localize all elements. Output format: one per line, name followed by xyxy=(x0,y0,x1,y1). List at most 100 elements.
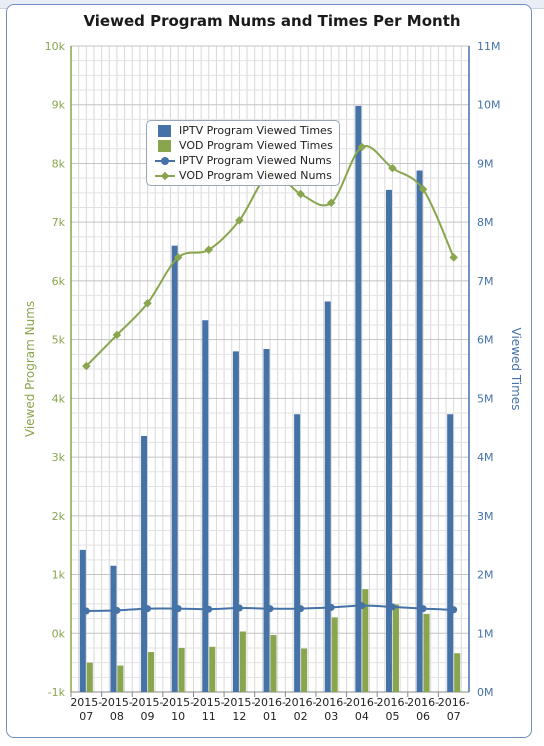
left-tick-label: 8k xyxy=(52,157,66,170)
bar-vod-times xyxy=(148,652,155,692)
x-tick-label: 08 xyxy=(110,710,124,723)
bar-iptv-times xyxy=(79,549,86,692)
x-tick-label: 2015- xyxy=(162,696,194,709)
bar-iptv-times xyxy=(263,349,270,692)
x-tick-label: 2015- xyxy=(132,696,164,709)
left-tick-label: -1k xyxy=(48,686,66,699)
x-tick-label: 2016- xyxy=(438,696,470,709)
x-tick-label: 07 xyxy=(447,710,461,723)
bar-iptv-times xyxy=(232,351,239,692)
point-iptv-nums xyxy=(113,606,121,614)
bar-vod-times xyxy=(209,646,216,692)
x-tick-label: 2016- xyxy=(315,696,347,709)
point-vod-nums xyxy=(143,298,152,308)
left-tick-label: 6k xyxy=(52,275,66,288)
right-tick-label: 9M xyxy=(477,157,494,170)
right-tick-label: 11M xyxy=(477,40,501,53)
x-tick-label: 2016- xyxy=(346,696,378,709)
x-tick-label: 2015- xyxy=(70,696,102,709)
point-iptv-nums xyxy=(174,605,182,613)
legend-label: IPTV Program Viewed Times xyxy=(179,124,333,137)
x-tick-label: 2016- xyxy=(376,696,408,709)
x-tick-label: 2016- xyxy=(254,696,286,709)
chart-legend: IPTV Program Viewed Times VOD Program Vi… xyxy=(146,120,340,186)
point-vod-nums xyxy=(235,216,244,225)
x-tick-label: 02 xyxy=(294,710,308,723)
x-tick-label: 07 xyxy=(79,710,93,723)
bar-vod-times xyxy=(117,665,124,692)
bar-vod-times xyxy=(454,653,461,692)
left-tick-label: 3k xyxy=(52,451,66,464)
right-tick-label: 2M xyxy=(477,569,494,582)
x-tick-label: 11 xyxy=(202,710,216,723)
bar-iptv-times xyxy=(202,320,209,692)
bar-vod-times xyxy=(178,647,185,692)
x-tick-label: 2015- xyxy=(223,696,255,709)
bar-iptv-times xyxy=(171,245,178,692)
right-tick-label: 6M xyxy=(477,334,494,347)
point-vod-nums xyxy=(357,142,367,152)
point-iptv-nums xyxy=(235,604,243,612)
x-tick-label: 12 xyxy=(232,710,246,723)
right-tick-label: 10M xyxy=(477,99,501,112)
point-iptv-nums xyxy=(144,605,152,613)
point-iptv-nums xyxy=(82,607,90,615)
point-vod-nums xyxy=(173,253,183,262)
bar-vod-times xyxy=(362,589,369,692)
left-axis-title: Viewed Program Nums xyxy=(23,301,37,437)
point-iptv-nums xyxy=(327,603,335,611)
legend-label: VOD Program Viewed Nums xyxy=(179,169,332,182)
x-tick-label: 2016- xyxy=(407,696,439,709)
left-tick-label: 9k xyxy=(52,99,66,112)
left-tick-label: 7k xyxy=(52,216,66,229)
left-tick-label: 2k xyxy=(52,510,66,523)
bar-vod-times xyxy=(392,604,399,692)
bar-iptv-times xyxy=(447,414,454,692)
x-tick-label: 05 xyxy=(385,710,399,723)
bar-iptv-times xyxy=(324,301,331,692)
x-tick-label: 03 xyxy=(324,710,338,723)
x-tick-label: 01 xyxy=(263,710,277,723)
bar-iptv-times xyxy=(355,105,362,693)
bar-vod-times xyxy=(86,662,93,692)
x-tick-label: 06 xyxy=(416,710,430,723)
bar-vod-times xyxy=(239,631,246,692)
legend-item-vod-nums[interactable]: VOD Program Viewed Nums xyxy=(155,168,339,183)
legend-label: VOD Program Viewed Times xyxy=(179,139,333,152)
right-tick-label: 1M xyxy=(477,627,494,640)
chart-title: Viewed Program Nums and Times Per Month xyxy=(83,12,461,30)
left-tick-label: 1k xyxy=(52,569,66,582)
x-tick-label: 10 xyxy=(171,710,185,723)
bar-iptv-times xyxy=(110,565,117,692)
x-tick-label: 04 xyxy=(355,710,369,723)
bar-iptv-times xyxy=(294,414,301,692)
point-iptv-nums xyxy=(450,606,458,614)
point-iptv-nums xyxy=(297,605,305,613)
point-iptv-nums xyxy=(388,603,396,611)
point-vod-nums xyxy=(326,198,336,208)
legend-label: IPTV Program Viewed Nums xyxy=(179,154,332,167)
right-tick-label: 5M xyxy=(477,392,494,405)
bar-iptv-times xyxy=(141,435,148,692)
left-tick-label: 5k xyxy=(52,334,66,347)
bar-vod-times xyxy=(301,648,308,692)
bar-vod-times xyxy=(270,635,277,692)
right-tick-label: 7M xyxy=(477,275,494,288)
point-iptv-nums xyxy=(205,605,213,613)
legend-item-vod-times[interactable]: VOD Program Viewed Times xyxy=(155,138,339,153)
right-tick-label: 0M xyxy=(477,686,494,699)
point-iptv-nums xyxy=(419,605,427,613)
point-vod-nums xyxy=(449,253,458,262)
legend-item-iptv-nums[interactable]: IPTV Program Viewed Nums xyxy=(155,153,339,168)
legend-item-iptv-times[interactable]: IPTV Program Viewed Times xyxy=(155,123,339,138)
point-vod-nums xyxy=(82,361,91,371)
right-tick-label: 3M xyxy=(477,510,494,523)
bar-iptv-times xyxy=(416,170,423,692)
point-vod-nums xyxy=(296,189,305,199)
point-iptv-nums xyxy=(358,602,366,610)
bar-iptv-times xyxy=(385,189,392,692)
x-tick-label: 2015- xyxy=(193,696,225,709)
right-tick-label: 8M xyxy=(477,216,494,229)
left-tick-label: 4k xyxy=(52,392,66,405)
